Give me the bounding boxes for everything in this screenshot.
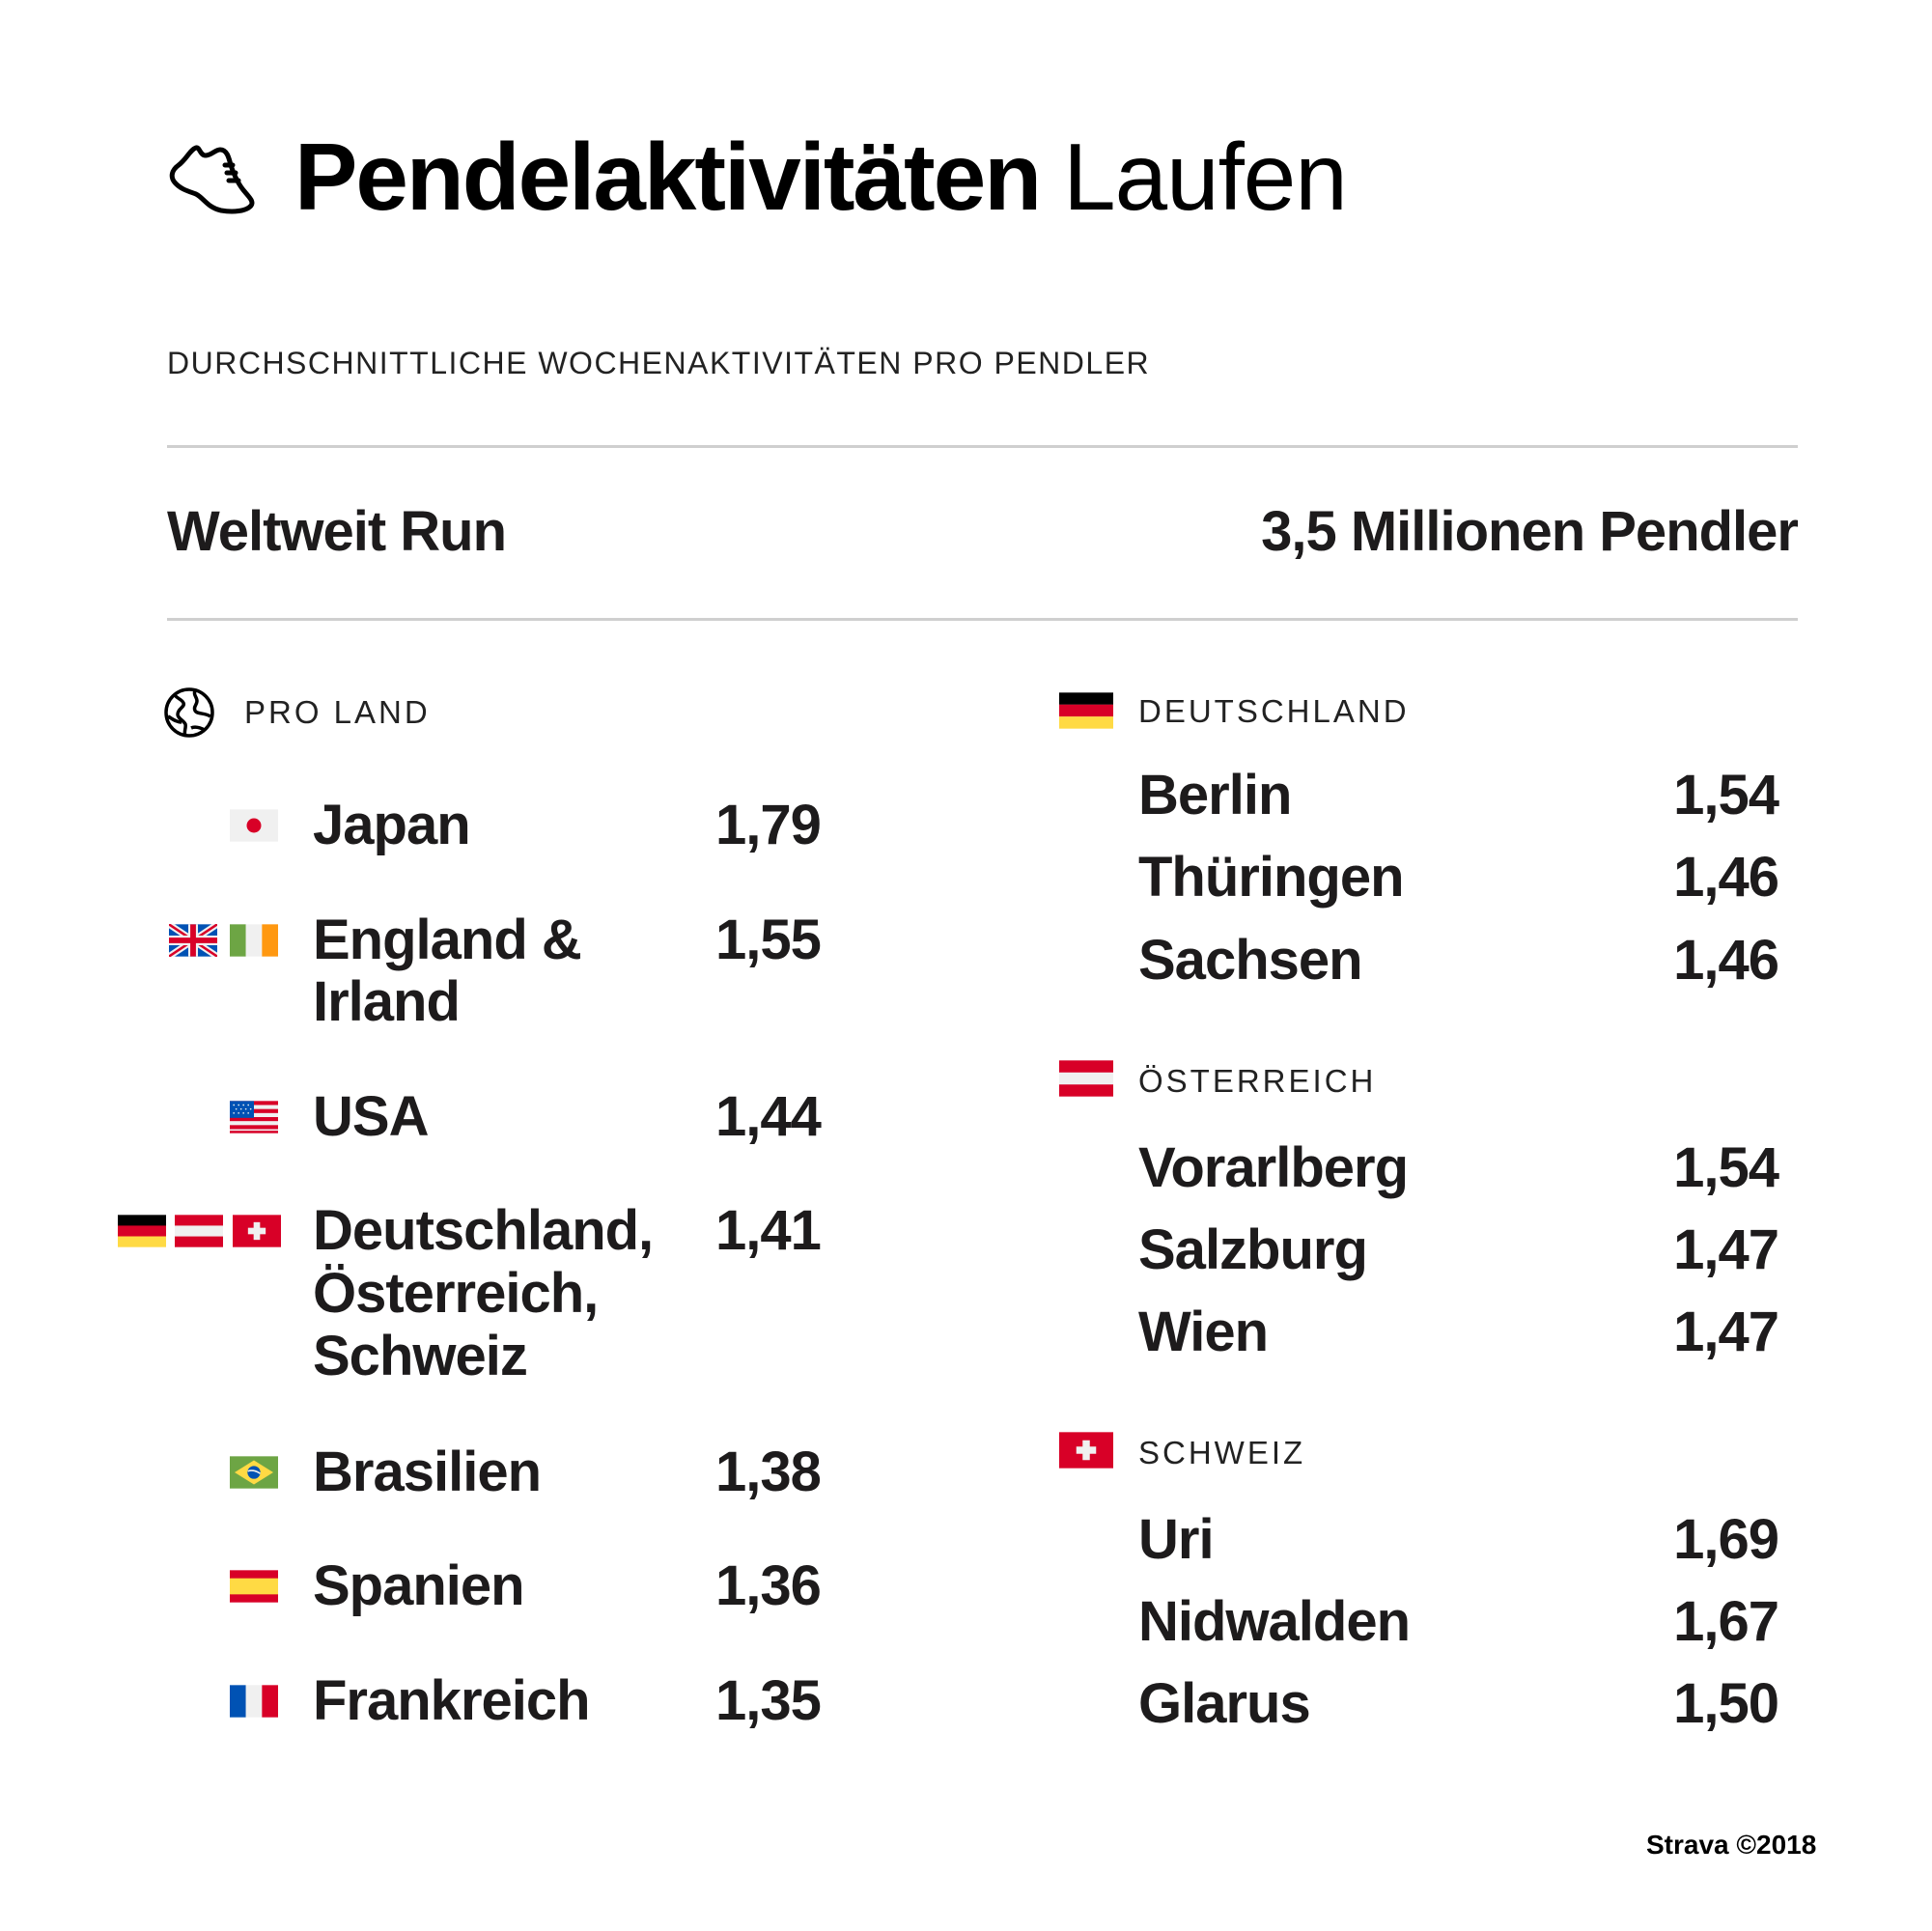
page-header: Pendelaktivitäten Laufen	[167, 124, 1348, 230]
region-name: Berlin	[1138, 764, 1292, 826]
region-value: 1,47	[1673, 1301, 1779, 1363]
country-value: 1,44	[715, 1085, 822, 1148]
country-value: 1,55	[715, 909, 822, 971]
flag-austria-icon	[175, 1215, 223, 1247]
region-name: Salzburg	[1138, 1218, 1368, 1281]
section-label-switzerland: SCHWEIZ	[1138, 1435, 1306, 1470]
region-name: Glarus	[1138, 1672, 1311, 1735]
region-value: 1,54	[1673, 1136, 1779, 1199]
country-name: England &	[313, 909, 582, 971]
country-value: 1,36	[715, 1554, 822, 1617]
flag-uk-icon	[169, 924, 217, 957]
country-name: Brasilien	[313, 1441, 542, 1503]
divider-bottom	[167, 618, 1798, 621]
flag-usa-icon	[230, 1101, 278, 1133]
region-value: 1,54	[1673, 764, 1779, 826]
country-name: Japan	[313, 794, 471, 856]
flag-switzerland-icon	[1059, 1432, 1113, 1469]
flag-france-icon	[230, 1685, 278, 1718]
region-value: 1,69	[1673, 1508, 1779, 1571]
page-title: Pendelaktivitäten	[294, 124, 1042, 230]
flag-brazil-icon	[230, 1456, 278, 1489]
region-value: 1,46	[1673, 929, 1779, 992]
globe-icon	[162, 686, 216, 740]
flag-spain-icon	[230, 1570, 278, 1603]
country-name: Spanien	[313, 1554, 525, 1617]
region-name: Thüringen	[1138, 846, 1405, 909]
country-name-line2: Irland	[313, 970, 461, 1033]
copyright-footer: Strava ©2018	[1646, 1830, 1817, 1860]
region-value: 1,67	[1673, 1590, 1779, 1653]
region-value: 1,50	[1673, 1672, 1779, 1735]
stat-commuters: 3,5 Millionen Pendler	[1261, 500, 1799, 563]
region-name: Nidwalden	[1138, 1590, 1411, 1653]
flag-japan-icon	[230, 809, 278, 842]
section-label-germany: DEUTSCHLAND	[1138, 693, 1410, 729]
country-value: 1,35	[715, 1669, 822, 1732]
region-name: Sachsen	[1138, 929, 1363, 992]
section-label-per-country: PRO LAND	[244, 694, 431, 730]
country-value: 1,41	[715, 1199, 822, 1262]
country-name: Deutschland,	[313, 1199, 654, 1262]
country-name-line2: Österreich,	[313, 1262, 599, 1325]
country-name-line3: Schweiz	[313, 1325, 528, 1387]
section-label-austria: ÖSTERREICH	[1138, 1063, 1377, 1099]
stat-scope: Weltweit Run	[167, 500, 507, 563]
region-name: Vorarlberg	[1138, 1136, 1409, 1199]
region-value: 1,47	[1673, 1218, 1779, 1281]
running-shoe-icon	[169, 145, 255, 214]
region-name: Wien	[1138, 1301, 1269, 1363]
flag-ireland-icon	[230, 924, 278, 957]
region-value: 1,46	[1673, 846, 1779, 909]
page-title-sport: Laufen	[1063, 124, 1348, 230]
country-name: USA	[313, 1085, 429, 1148]
flag-switzerland-icon	[233, 1215, 281, 1247]
divider-top	[167, 445, 1798, 448]
region-name: Uri	[1138, 1508, 1215, 1571]
country-value: 1,38	[715, 1441, 822, 1503]
flag-austria-icon	[1059, 1060, 1113, 1097]
flag-germany-icon	[118, 1215, 166, 1247]
country-name: Frankreich	[313, 1669, 591, 1732]
flag-germany-icon	[1059, 692, 1113, 729]
page-subtitle: DURCHSCHNITTLICHE WOCHENAKTIVITÄTEN PRO …	[167, 346, 1151, 380]
country-value: 1,79	[715, 794, 822, 856]
